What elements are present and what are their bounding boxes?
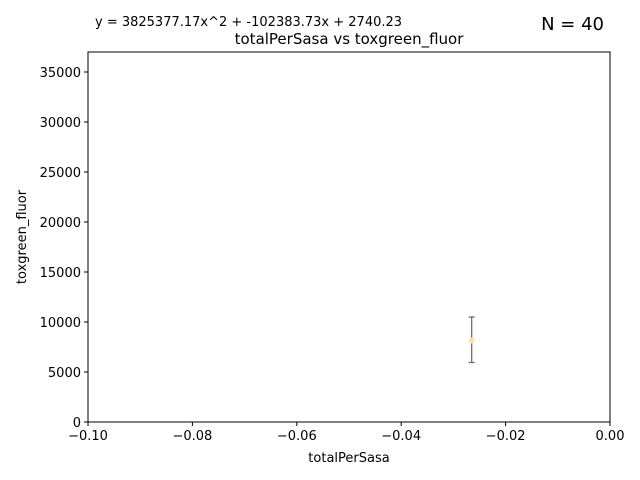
data-point — [468, 337, 475, 344]
y-tick-label: 30000 — [40, 116, 81, 131]
x-tick-label: −0.10 — [68, 429, 108, 444]
x-tick-label: −0.08 — [172, 429, 212, 444]
y-tick-label: 10000 — [40, 316, 81, 331]
y-tick-label: 0 — [73, 416, 81, 431]
y-tick-label: 15000 — [40, 266, 81, 281]
y-tick-label: 5000 — [48, 366, 81, 381]
y-axis-label: toxgreen_fluor — [15, 189, 30, 284]
x-axis-label: totalPerSasa — [308, 451, 389, 466]
fit-equation: y = 3825377.17x^2 + -102383.73x + 2740.2… — [95, 15, 402, 30]
x-tick-label: −0.04 — [381, 429, 421, 444]
axes-frame — [87, 51, 611, 423]
plot-area — [468, 316, 475, 364]
y-tick-label: 25000 — [40, 166, 81, 181]
n-label: N = 40 — [541, 14, 604, 35]
y-tick-label: 35000 — [40, 66, 81, 81]
chart-title: totalPerSasa vs toxgreen_fluor — [235, 30, 465, 49]
y-axis-ticks: 0 5000 10000 15000 20000 25000 30000 35000 — [40, 66, 88, 431]
x-axis-ticks: −0.10 −0.08 −0.06 −0.04 −0.02 0.00 — [68, 422, 624, 444]
y-tick-label: 20000 — [40, 216, 81, 231]
x-tick-label: −0.06 — [277, 429, 317, 444]
x-tick-label: −0.02 — [486, 429, 526, 444]
x-tick-label: 0.00 — [596, 429, 625, 444]
